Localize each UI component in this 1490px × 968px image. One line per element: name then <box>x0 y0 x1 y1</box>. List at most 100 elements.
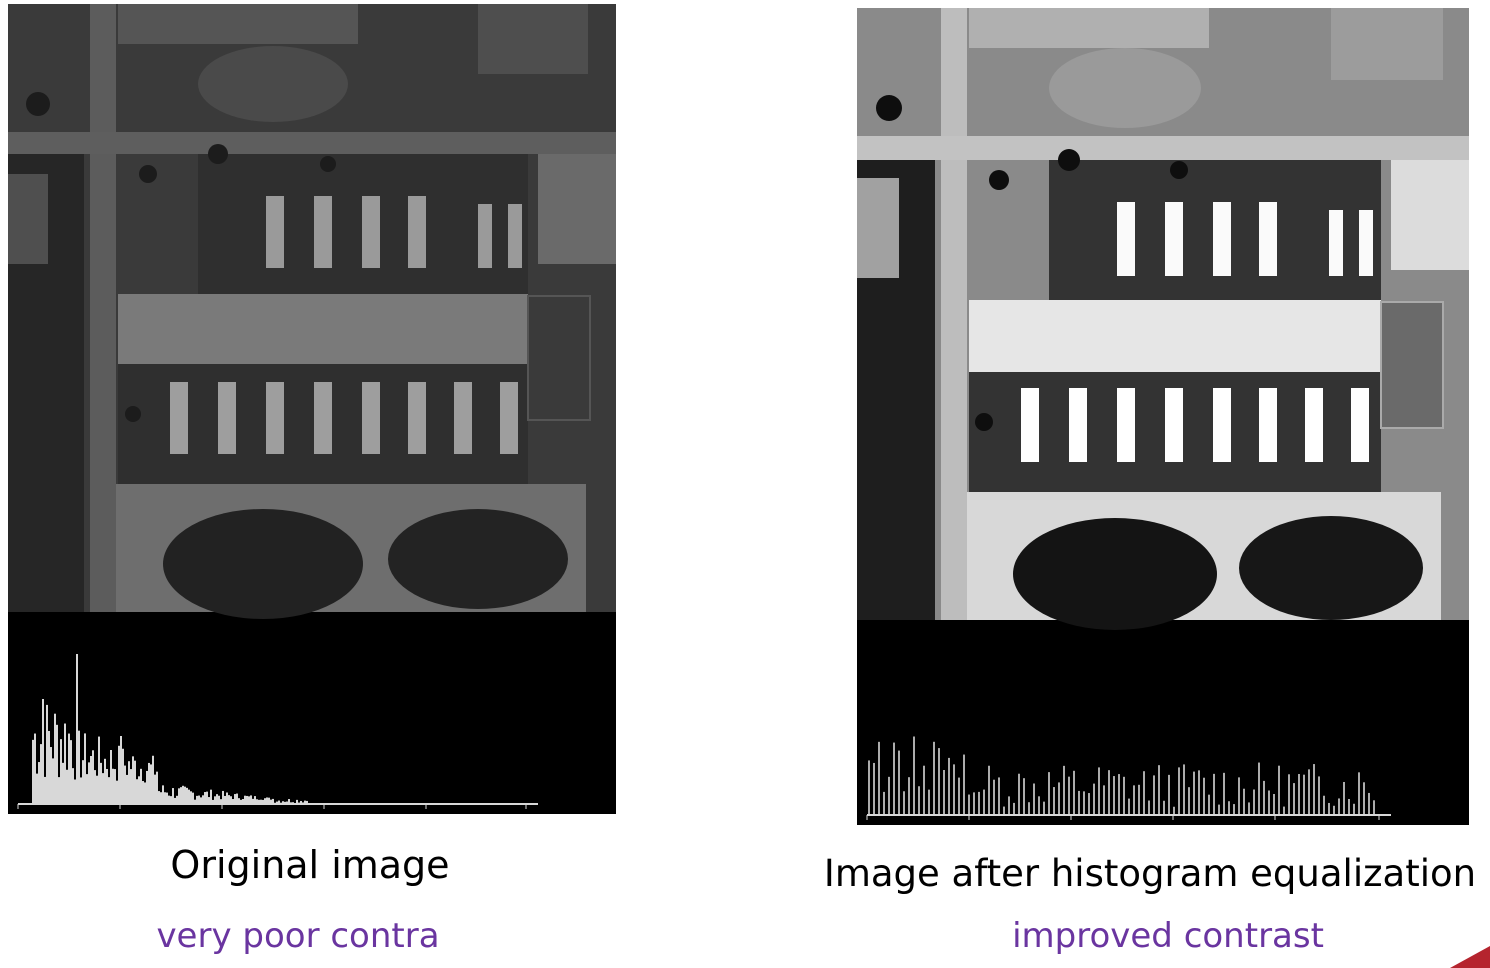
histogram-bar <box>184 786 186 804</box>
histogram-bar <box>158 791 160 804</box>
histogram-bar <box>208 797 210 804</box>
histogram-bar <box>214 796 216 804</box>
histogram-bar <box>242 799 244 804</box>
histogram-bar <box>200 797 202 804</box>
histogram-bar <box>32 739 34 804</box>
histogram-bar <box>160 792 162 804</box>
histogram-bar <box>122 748 124 804</box>
equalized-aerial-photo <box>857 8 1469 630</box>
histogram-bar <box>52 758 54 804</box>
histogram-bar <box>276 801 278 804</box>
equalized-image-subcaption: improved contrast <box>1012 916 1324 956</box>
histogram-bar <box>38 762 40 804</box>
histogram-bar <box>40 744 42 804</box>
histogram-bar <box>286 801 288 804</box>
histogram-bar <box>244 795 246 804</box>
histogram-bar <box>68 733 70 804</box>
original-image-subcaption: very poor contra <box>156 916 440 956</box>
histogram-bar <box>128 761 130 804</box>
histogram-bar <box>222 790 224 804</box>
equalized-figure-svg <box>857 8 1469 820</box>
histogram-bar <box>252 798 254 804</box>
histogram-bar <box>234 794 236 804</box>
histogram-bar <box>170 796 172 804</box>
histogram-bar <box>150 764 152 804</box>
histogram-bar <box>250 795 252 804</box>
original-aerial-photo <box>8 4 616 619</box>
histogram-bar <box>256 799 258 804</box>
histogram-bar <box>270 799 272 804</box>
histogram-bar <box>142 781 144 804</box>
histogram-bar <box>114 769 116 804</box>
histogram-bar <box>284 801 286 804</box>
histogram-bar <box>134 760 136 804</box>
histogram-bar <box>60 739 62 804</box>
histogram-bar <box>182 785 184 804</box>
histogram-bar <box>76 654 78 804</box>
histogram-bar <box>88 762 90 804</box>
histogram-bar <box>260 799 262 804</box>
histogram-bar <box>296 799 298 804</box>
histogram-bar <box>268 797 270 804</box>
histogram-bar <box>306 800 308 804</box>
histogram-bar <box>172 788 174 804</box>
histogram-bar <box>106 769 108 804</box>
histogram-bar <box>190 791 192 804</box>
histogram-bar <box>104 758 106 804</box>
histogram-bar <box>288 799 290 804</box>
histogram-bar <box>282 801 284 804</box>
histogram-bar <box>66 769 68 804</box>
histogram-bar <box>228 795 230 804</box>
histogram-bar <box>54 713 56 804</box>
histogram-bar <box>124 765 126 804</box>
original-image-caption: Original image <box>170 843 450 887</box>
histogram-bar <box>116 780 118 804</box>
histogram-bar <box>198 795 200 804</box>
histogram-bar <box>238 798 240 804</box>
histogram-bar <box>112 768 114 804</box>
histogram-bar <box>232 799 234 804</box>
histogram-bar <box>70 740 72 804</box>
histogram-bar <box>64 723 66 804</box>
equalized-image-caption: Image after histogram equalization <box>823 852 1477 895</box>
histogram-bar <box>152 755 154 804</box>
histogram-bar <box>120 736 122 804</box>
histogram-bar <box>118 745 120 804</box>
histogram-bar <box>210 789 212 804</box>
histogram-bar <box>84 733 86 804</box>
histogram-bar <box>102 773 104 804</box>
histogram-bar <box>246 795 248 804</box>
histogram-bar <box>264 798 266 804</box>
histogram-bar <box>162 785 164 804</box>
histogram-bar <box>224 795 226 804</box>
histogram-bar <box>90 756 92 804</box>
histogram-bar <box>78 730 80 804</box>
histogram-bar <box>166 792 168 804</box>
histogram-bar <box>186 787 188 804</box>
histogram-bar <box>156 771 158 804</box>
histogram-bar <box>154 774 156 804</box>
histogram-bar <box>188 789 190 804</box>
histogram-bar <box>96 775 98 804</box>
histogram-bar <box>56 724 58 804</box>
histogram-bar <box>278 800 280 804</box>
histogram-bar <box>46 704 48 804</box>
histogram-bar <box>230 796 232 804</box>
histogram-bar <box>138 776 140 804</box>
histogram-bar <box>168 795 170 804</box>
histogram-bar <box>108 777 110 804</box>
histogram-bar <box>300 800 302 804</box>
histogram-bar <box>82 760 84 804</box>
histogram-bar <box>94 770 96 804</box>
original-histogram <box>17 654 538 809</box>
histogram-bar <box>176 795 178 804</box>
histogram-bar <box>272 798 274 804</box>
original-figure-svg <box>8 4 616 809</box>
histogram-bar <box>236 793 238 804</box>
histogram-bar <box>48 730 50 804</box>
equalized-histogram <box>866 736 1391 820</box>
histogram-bar <box>212 799 214 804</box>
histogram-bar <box>174 797 176 804</box>
histogram-bar <box>136 779 138 804</box>
histogram-bar <box>258 799 260 804</box>
